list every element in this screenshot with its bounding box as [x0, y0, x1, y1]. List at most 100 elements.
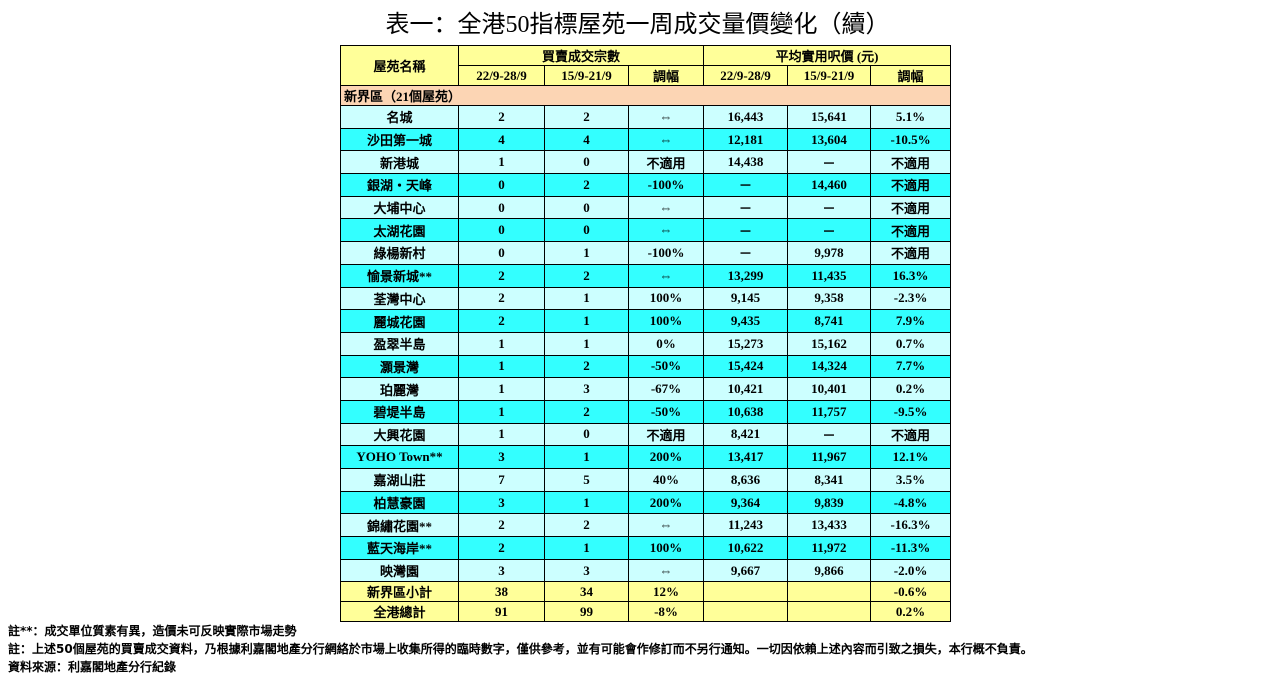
- cell: 不適用: [627, 422, 705, 447]
- cell: 1: [544, 241, 629, 265]
- cell: 4: [544, 127, 629, 152]
- cell: 太湖花園: [340, 218, 459, 243]
- empty-cell: [703, 601, 789, 623]
- cell: 9,839: [787, 490, 872, 515]
- cell: 嘉湖山莊: [340, 468, 459, 492]
- cell: 2: [458, 513, 545, 538]
- header-cell: 調幅: [627, 65, 705, 86]
- cell: 全港總計: [340, 601, 459, 623]
- cell: 大埔中心: [340, 195, 459, 220]
- cell: 9,435: [703, 309, 789, 333]
- data-row: YOHO Town** 3 1 200% 13,417 11,967 12.1%: [340, 445, 952, 469]
- cell: 1: [544, 286, 629, 311]
- header-cell: 22/9-28/9: [703, 65, 789, 86]
- cell: 5.1%: [870, 105, 952, 129]
- cell: 2: [458, 536, 545, 560]
- cell: －: [703, 218, 789, 243]
- cell: -11.3%: [870, 536, 952, 560]
- empty-cell: [703, 581, 789, 603]
- cell: 錦繡花園**: [340, 513, 459, 538]
- cell: 0.7%: [870, 331, 952, 356]
- cell: 大興花園: [340, 422, 459, 447]
- cell: 銀湖・天峰: [340, 173, 459, 197]
- header-cell: 15/9-21/9: [787, 65, 872, 86]
- header-cell: 調幅: [870, 65, 952, 86]
- cell: 200%: [627, 490, 705, 515]
- cell: 15,424: [703, 354, 789, 379]
- header-row: 屋苑名稱 買賣成交宗數 平均實用呎價 (元): [340, 45, 952, 86]
- cell: 1: [544, 490, 629, 515]
- section-cell: 新界區（21個屋苑）: [339, 85, 952, 106]
- cell: －: [787, 422, 872, 447]
- cell: 12%: [627, 581, 705, 603]
- data-row: 綠楊新村 0 1 -100% － 9,978 不適用: [340, 241, 952, 265]
- cell: 10,421: [703, 377, 789, 401]
- cell: 10,638: [703, 399, 789, 424]
- header-cell: 屋苑名稱: [340, 45, 459, 86]
- notes: 註**：成交單位質素有異，造價未可反映實際市場走勢 註：上述50個屋苑的買賣成交資…: [8, 622, 1033, 676]
- cell: －: [703, 173, 789, 197]
- cell: 0%: [627, 331, 705, 356]
- cell: 13,604: [787, 127, 872, 152]
- section-row: 新界區（21個屋苑）: [339, 85, 952, 106]
- header-cell: 平均實用呎價 (元): [703, 45, 952, 66]
- cell: 愉景新城**: [340, 263, 459, 288]
- cell: 0: [544, 422, 629, 447]
- table-body: 屋苑名稱 買賣成交宗數 平均實用呎價 (元) 22/9-28/9 15/9-21/9 調幅…: [339, 45, 952, 623]
- cell: 2: [544, 513, 629, 538]
- data-row: 沙田第一城 4 4 ⇔ 12,181 13,604 -10.5%: [340, 127, 952, 152]
- cell: 1: [544, 536, 629, 560]
- total-row: 新界區小計 38 34 12% -0.6%: [340, 581, 952, 603]
- cell: -50%: [627, 354, 705, 379]
- cell: 14,438: [703, 150, 789, 175]
- cell: 柏慧豪園: [340, 490, 459, 515]
- cell: 1: [458, 354, 545, 379]
- cell: 13,299: [703, 263, 789, 288]
- data-row: 柏慧豪園 3 1 200% 9,364 9,839 -4.8%: [340, 490, 952, 515]
- cell: 3: [458, 445, 545, 469]
- cell: －: [787, 195, 872, 220]
- cell: -8%: [627, 601, 705, 623]
- cell: 7.7%: [870, 354, 952, 379]
- cell: 0: [544, 150, 629, 175]
- data-row: 太湖花園 0 0 ⇔ －－不適用: [340, 218, 952, 243]
- cell: 2: [544, 399, 629, 424]
- cell: 15,273: [703, 331, 789, 356]
- cell: 不適用: [870, 241, 952, 265]
- data-row: 錦繡花園** 2 2 ⇔ 11,243 13,433 -16.3%: [340, 513, 952, 538]
- cell: 200%: [627, 445, 705, 469]
- cell: 2: [544, 105, 629, 129]
- cell: ⇔: [627, 127, 705, 152]
- cell: 不適用: [870, 422, 952, 447]
- cell: 0: [544, 195, 629, 220]
- cell: 不適用: [870, 195, 952, 220]
- cell: 9,667: [703, 558, 789, 583]
- cell: 14,460: [787, 173, 872, 197]
- data-row: 大興花園 1 0 不適用 8,421 －不適用: [340, 422, 952, 447]
- cell: 新港城: [340, 150, 459, 175]
- cell: 1: [458, 150, 545, 175]
- cell: 綠楊新村: [340, 241, 459, 265]
- data-row: 愉景新城** 2 2 ⇔ 13,299 11,435 16.3%: [340, 263, 952, 288]
- cell: 10,401: [787, 377, 872, 401]
- cell: 3.5%: [870, 468, 952, 492]
- cell: 3: [544, 558, 629, 583]
- cell: 沙田第一城: [340, 127, 459, 152]
- cell: 荃灣中心: [340, 286, 459, 311]
- cell: YOHO Town**: [340, 445, 459, 469]
- cell: 0: [458, 195, 545, 220]
- data-row: 新港城 1 0 不適用 14,438 －不適用: [340, 150, 952, 175]
- cell: 11,967: [787, 445, 872, 469]
- cell: 3: [544, 377, 629, 401]
- cell: 不適用: [870, 173, 952, 197]
- cell: 映灣園: [340, 558, 459, 583]
- cell: 0: [544, 218, 629, 243]
- data-row: 珀麗灣 1 3 -67% 10,421 10,401 0.2%: [340, 377, 952, 401]
- cell: －: [787, 150, 872, 175]
- cell: 1: [544, 309, 629, 333]
- cell: 0: [458, 173, 545, 197]
- cell: 2: [458, 309, 545, 333]
- cell: －: [703, 195, 789, 220]
- cell: 1: [544, 331, 629, 356]
- cell: 9,145: [703, 286, 789, 311]
